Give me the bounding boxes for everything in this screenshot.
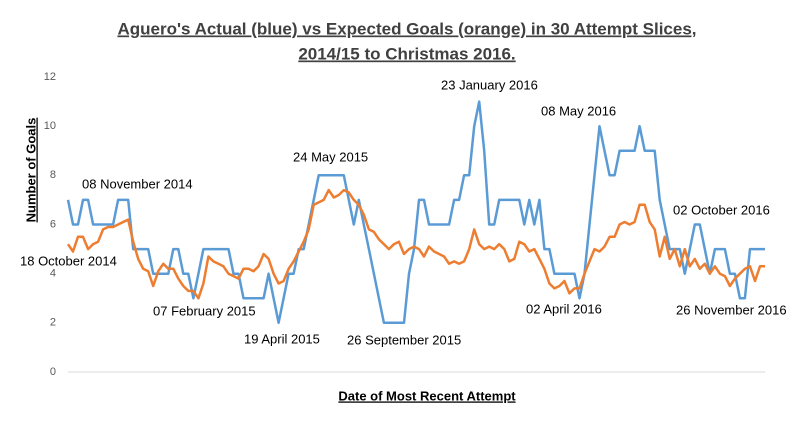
annotation: 26 September 2015 (347, 332, 461, 347)
annotation: 07 February 2015 (153, 303, 256, 318)
annotation: 26 November 2016 (676, 302, 787, 317)
annotation: 08 May 2016 (541, 103, 616, 118)
chart-title: Aguero's Actual (blue) vs Expected Goals… (117, 19, 696, 38)
annotation: 24 May 2015 (293, 149, 368, 164)
x-axis-label: Date of Most Recent Attempt (338, 388, 516, 403)
y-tick-label: 4 (50, 268, 56, 280)
chart-title: 2014/15 to Christmas 2016. (298, 44, 515, 63)
annotation: 18 October 2014 (20, 253, 117, 268)
y-axis-label: Number of Goals (23, 118, 38, 223)
y-tick-label: 10 (44, 120, 56, 132)
annotation: 08 November 2014 (82, 176, 193, 191)
series-line (66, 188, 765, 300)
y-tick-label: 8 (50, 169, 56, 181)
y-tick-label: 6 (50, 218, 56, 230)
y-tick-label: 12 (44, 71, 56, 83)
series-line (66, 100, 765, 325)
y-tick-label: 2 (50, 317, 56, 329)
annotation: 23 January 2016 (441, 77, 538, 92)
annotation: 02 April 2016 (526, 301, 602, 316)
y-tick-label: 0 (50, 366, 56, 378)
annotation: 19 April 2015 (244, 331, 320, 346)
annotation: 02 October 2016 (673, 202, 770, 217)
